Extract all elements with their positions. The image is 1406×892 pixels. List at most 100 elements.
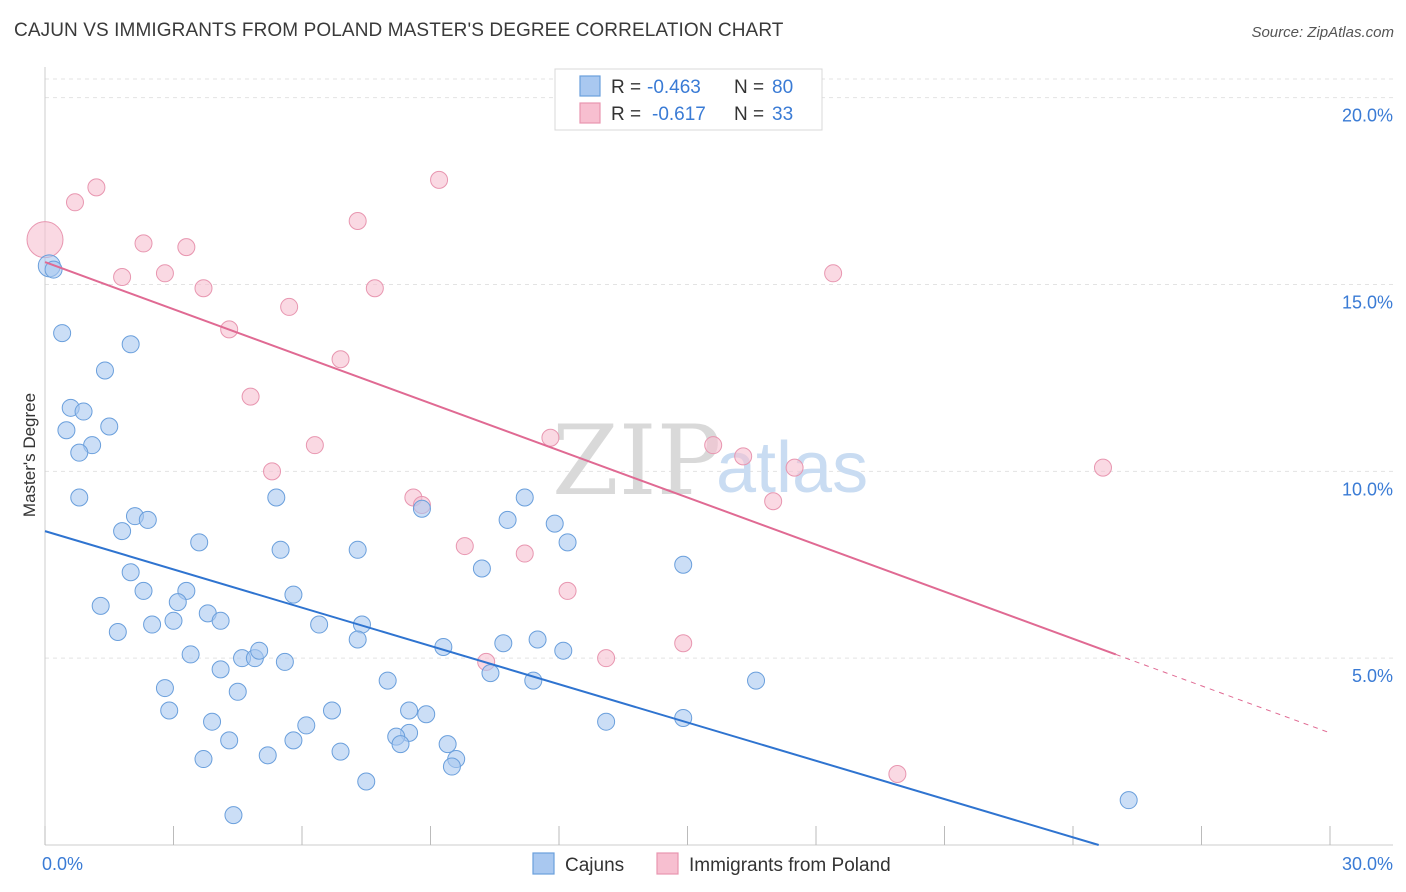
data-point-poland (365, 279, 384, 298)
data-point-cajuns (194, 750, 213, 769)
data-point-poland (824, 264, 843, 283)
data-point-poland (87, 178, 106, 197)
data-point-poland (558, 581, 577, 600)
data-point-cajuns (211, 660, 230, 679)
data-point-cajuns (224, 806, 243, 825)
data-point-cajuns (747, 671, 766, 690)
data-point-cajuns (250, 641, 269, 660)
data-point-poland (1093, 458, 1112, 477)
data-point-cajuns (284, 585, 303, 604)
watermark-zip: ZIP (552, 405, 721, 517)
data-point-poland (331, 350, 350, 369)
trend-line-cajuns (44, 530, 1099, 846)
data-point-cajuns (357, 772, 376, 791)
data-point-cajuns (113, 522, 132, 541)
data-point-cajuns (442, 757, 461, 776)
data-point-cajuns (558, 533, 577, 552)
data-point-poland (348, 211, 367, 230)
legend-r-label: R = (611, 104, 641, 125)
data-point-cajuns (1119, 791, 1138, 810)
legend-n-value: 80 (772, 77, 793, 98)
data-point-poland (280, 297, 299, 316)
data-point-poland (888, 765, 907, 784)
watermark: ZIP atlas (552, 405, 868, 517)
data-point-poland (597, 649, 616, 668)
data-point-cajuns (258, 746, 277, 765)
chart-title: CAJUN VS IMMIGRANTS FROM POLAND MASTER'S… (14, 20, 784, 41)
legend-box: R = -0.463 N = 80 R = -0.617 N = 33 (554, 68, 823, 131)
data-point-poland (305, 436, 324, 455)
data-point-cajuns (138, 510, 157, 529)
data-point-cajuns (190, 533, 209, 552)
data-point-cajuns (168, 593, 187, 612)
data-point-cajuns (95, 361, 114, 380)
data-point-cajuns (472, 559, 491, 578)
data-point-cajuns (44, 260, 63, 279)
data-point-cajuns (228, 682, 247, 701)
trend-line-poland-extension (1115, 653, 1331, 734)
data-point-poland (263, 462, 282, 481)
bottom-legend-label-cajuns: Cajuns (565, 855, 624, 876)
data-point-poland (734, 447, 753, 466)
trend-line-poland (44, 261, 1117, 656)
data-point-cajuns (434, 637, 453, 656)
data-point-cajuns (322, 701, 341, 720)
legend-r-value: -0.617 (652, 104, 706, 125)
y-tick-label: 15.0% (1342, 293, 1393, 313)
data-point-poland (65, 193, 84, 212)
axes (44, 67, 1393, 846)
bottom-legend-swatch-cajuns (532, 852, 555, 875)
data-point-poland (455, 537, 474, 556)
y-axis-title: Master's Degree (20, 393, 39, 517)
y-tick-label: 10.0% (1342, 479, 1393, 499)
data-point-cajuns (528, 630, 547, 649)
legend-r-label: R = (611, 77, 641, 98)
data-point-cajuns (597, 712, 616, 731)
data-point-cajuns (155, 679, 174, 698)
data-point-cajuns (203, 712, 222, 731)
data-point-cajuns (134, 581, 153, 600)
data-point-cajuns (554, 641, 573, 660)
data-point-cajuns (74, 402, 93, 421)
data-point-cajuns (498, 510, 517, 529)
legend-n-value: 33 (772, 104, 793, 125)
data-point-cajuns (70, 443, 89, 462)
chart-source: Source: ZipAtlas.com (1251, 24, 1394, 41)
data-point-cajuns (164, 611, 183, 630)
data-point-poland (113, 268, 132, 287)
data-point-poland (541, 428, 560, 447)
bottom-legend-label-poland: Immigrants from Poland (689, 855, 891, 876)
data-point-poland (155, 264, 174, 283)
data-point-cajuns (100, 417, 119, 436)
data-point-cajuns (143, 615, 162, 634)
data-point-poland (764, 492, 783, 511)
data-point-cajuns (53, 324, 72, 343)
data-point-cajuns (211, 611, 230, 630)
x-tick-label: 0.0% (42, 854, 83, 874)
legend-n-label: N = (734, 77, 764, 98)
data-point-cajuns (310, 615, 329, 634)
data-point-cajuns (220, 731, 239, 750)
data-point-cajuns (391, 735, 410, 754)
data-point-cajuns (545, 514, 564, 533)
data-point-poland (177, 238, 196, 257)
legend-r-value: -0.463 (647, 77, 701, 98)
legend-swatch-cajuns (579, 75, 601, 97)
data-point-poland (194, 279, 213, 298)
series-cajuns-points (37, 254, 1138, 825)
data-point-cajuns (515, 488, 534, 507)
data-point-cajuns (297, 716, 316, 735)
data-point-poland (785, 458, 804, 477)
data-point-cajuns (494, 634, 513, 653)
legend-n-label: N = (734, 104, 764, 125)
data-point-cajuns (267, 488, 286, 507)
data-point-cajuns (348, 630, 367, 649)
data-point-cajuns (121, 335, 140, 354)
data-point-cajuns (438, 735, 457, 754)
data-point-cajuns (70, 488, 89, 507)
y-tick-label: 5.0% (1352, 666, 1393, 686)
data-point-cajuns (91, 596, 110, 615)
data-point-poland (430, 170, 449, 189)
y-tick-labels: 5.0% 10.0% 15.0% 20.0% (1342, 106, 1393, 686)
